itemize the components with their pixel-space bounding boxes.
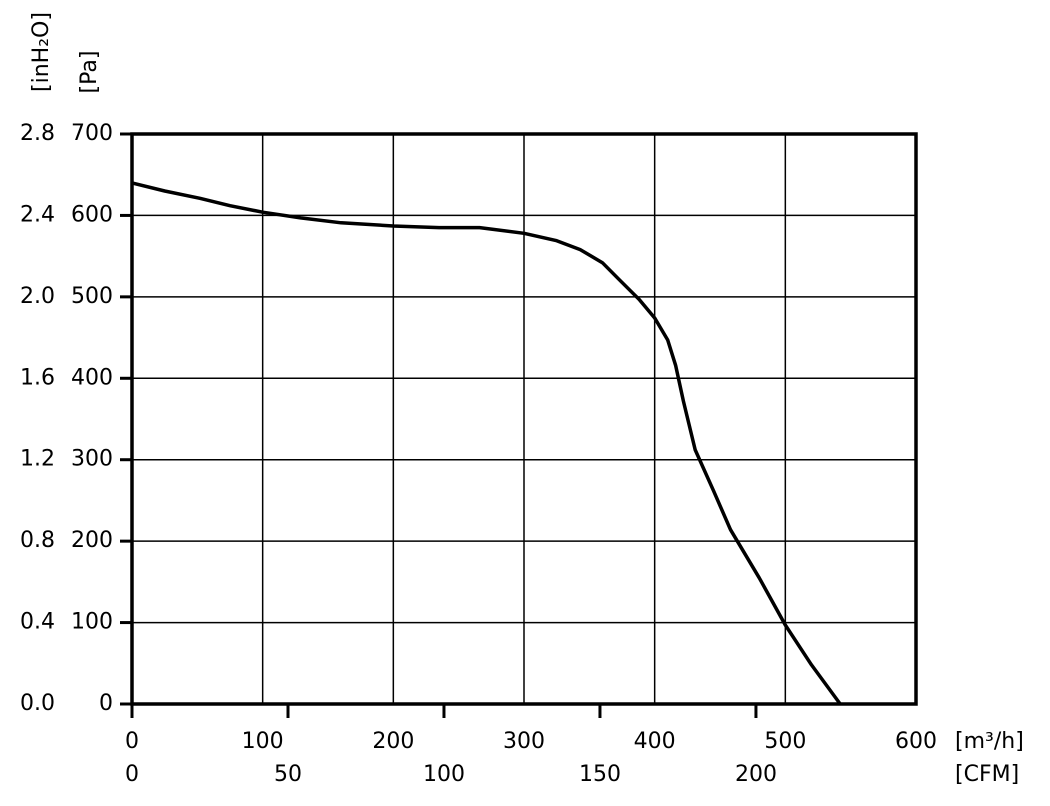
x-tick-label: 0 [125,729,139,754]
y-tick-label: 300 [71,447,113,472]
x-tick-label: 400 [634,729,676,754]
x-tick-label: 500 [764,729,806,754]
plot-frame [130,132,918,706]
y-tick-label: 0 [99,691,113,716]
y2-tick-label: 0.8 [20,528,55,553]
y-tick-label: 500 [71,284,113,309]
x-tick-label: 100 [242,729,284,754]
y-tick-label: 600 [71,202,113,227]
x2-tick-label: 100 [423,762,465,787]
y2-tick-label: 0.4 [20,610,55,635]
y-tick-label: 100 [71,610,113,635]
x-axis-label: [m³/h] [955,729,1024,754]
x2-tick-label: 50 [274,762,302,787]
y-axis-label: [Pa] [77,51,102,94]
y2-axis-label: [inH₂O] [29,12,54,92]
x2-tick-label: 0 [125,762,139,787]
y2-tick-label: 1.6 [20,365,55,390]
x-tick-label: 300 [503,729,545,754]
y-tick-label: 700 [71,121,113,146]
y2-tick-label: 0.0 [20,691,55,716]
y2-tick-label: 2.4 [20,202,55,227]
x2-tick-label: 150 [579,762,621,787]
y2-tick-label: 2.0 [20,284,55,309]
x2-axis-label: [CFM] [955,762,1019,787]
y2-tick-label: 2.8 [20,121,55,146]
y-tick-label: 400 [71,365,113,390]
x-tick-label: 200 [372,729,414,754]
x2-tick-label: 200 [735,762,777,787]
curve [131,181,842,706]
y-tick-label: 200 [71,528,113,553]
y2-tick-label: 1.2 [20,447,55,472]
x-tick-label: 600 [895,729,937,754]
